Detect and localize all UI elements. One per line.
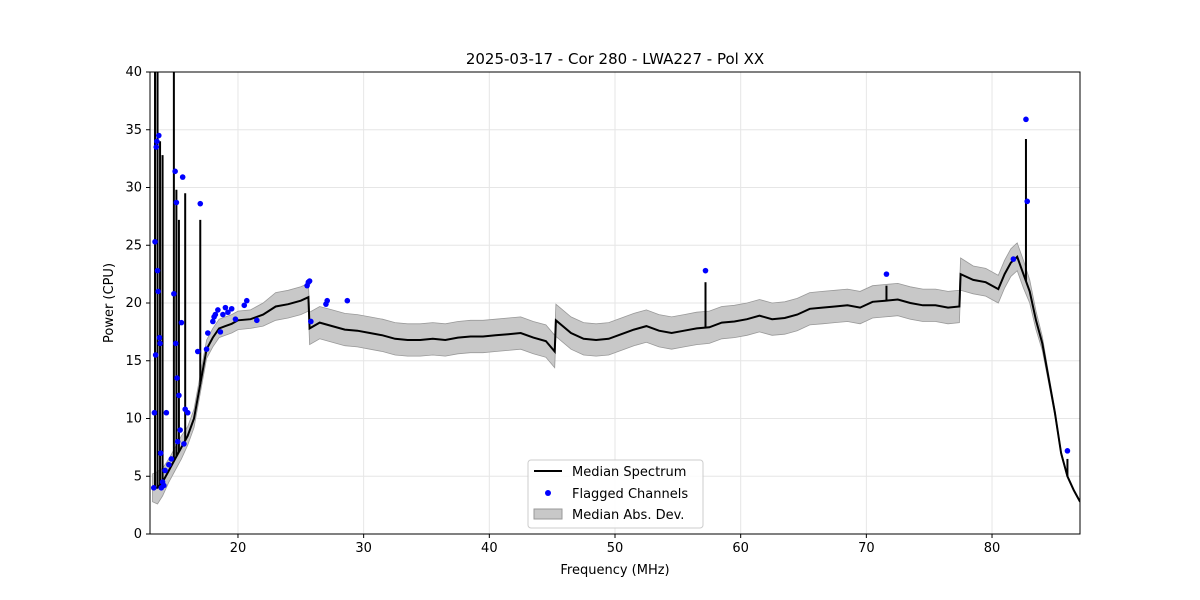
flagged-point (184, 409, 191, 416)
flagged-point (222, 304, 229, 311)
y-tick-label: 35 (125, 123, 142, 138)
flagged-point (883, 271, 890, 277)
x-tick-label: 60 (732, 541, 749, 556)
x-tick-label: 30 (355, 541, 372, 556)
x-tick-label: 80 (984, 541, 1001, 556)
x-ticks: 20 30 40 50 60 70 80 (230, 534, 1001, 556)
flagged-point (1023, 116, 1029, 123)
flagged-point (155, 132, 162, 139)
flagged-point (151, 409, 158, 416)
flagged-point (152, 238, 158, 245)
flagged-point (702, 267, 709, 274)
flagged-point (172, 168, 178, 175)
flagged-point (174, 375, 180, 381)
flagged-point (168, 456, 175, 462)
flagged-point (1024, 198, 1031, 205)
flagged-points (150, 116, 1071, 491)
flagged-point (156, 334, 163, 341)
flagged-point (174, 438, 181, 445)
flagged-point (162, 467, 168, 474)
flagged-point (163, 409, 170, 416)
y-tick-label: 40 (125, 65, 142, 80)
flagged-point (171, 290, 177, 297)
y-tick-label: 5 (134, 469, 142, 484)
y-tick-label: 10 (125, 412, 142, 427)
legend-flagged-swatch (545, 490, 551, 496)
plot-area (150, 72, 1080, 505)
flagged-point (153, 144, 160, 150)
flagged-point (155, 288, 161, 295)
y-axis-label: Power (CPU) (102, 263, 117, 343)
legend-flagged-label: Flagged Channels (572, 487, 688, 502)
flagged-point (212, 311, 219, 318)
flagged-point (150, 485, 157, 491)
flagged-point (210, 318, 216, 325)
flagged-point (154, 267, 161, 274)
legend-mad-label: Median Abs. Dev. (572, 508, 684, 523)
flagged-point (228, 305, 235, 312)
legend-median-label: Median Spectrum (572, 465, 686, 480)
flagged-point (173, 199, 180, 206)
flagged-point (181, 441, 187, 447)
median-spectrum-line (152, 255, 1080, 503)
flagged-point (1064, 448, 1071, 454)
spike-lines (154, 72, 1069, 488)
x-tick-label: 70 (858, 541, 875, 556)
flagged-point (205, 330, 211, 336)
flagged-point (157, 450, 164, 456)
flagged-point (217, 329, 224, 335)
mad-band (152, 242, 1080, 505)
legend-mad-swatch (533, 508, 563, 520)
y-tick-label: 15 (125, 354, 142, 369)
flagged-point (194, 348, 201, 355)
flagged-point (241, 302, 248, 309)
y-tick-label: 20 (125, 296, 142, 311)
x-axis-label: Frequency (MHz) (560, 563, 669, 578)
legend: Median Spectrum Flagged Channels Median … (527, 459, 704, 529)
legend-box (527, 459, 704, 529)
y-ticks: 0 5 10 15 20 25 30 35 40 (125, 65, 150, 542)
flagged-point (178, 319, 185, 326)
chart-title: 2025-03-17 - Cor 280 - LWA227 - Pol XX (466, 50, 764, 68)
flagged-point (157, 340, 163, 347)
flagged-point (220, 311, 226, 318)
flagged-point (215, 307, 221, 313)
x-tick-label: 20 (230, 541, 247, 556)
flagged-point (166, 461, 172, 468)
flagged-point (179, 174, 186, 180)
flagged-point (154, 138, 160, 145)
flagged-point (344, 297, 351, 304)
flagged-point (308, 318, 314, 325)
flagged-point (172, 340, 179, 347)
flagged-point (225, 309, 231, 316)
flagged-point (176, 392, 182, 399)
flagged-point (324, 297, 331, 304)
flagged-point (254, 317, 260, 324)
flagged-point (161, 482, 167, 489)
y-tick-label: 0 (134, 527, 142, 542)
flagged-point (306, 278, 313, 284)
flagged-point (177, 427, 183, 433)
flagged-point (243, 297, 250, 304)
x-tick-label: 40 (481, 541, 498, 556)
y-tick-label: 30 (125, 181, 142, 196)
flagged-point (232, 316, 239, 322)
flagged-point (152, 352, 159, 358)
y-tick-label: 25 (125, 238, 142, 253)
flagged-point (197, 200, 204, 207)
x-tick-label: 50 (607, 541, 624, 556)
flagged-point (203, 346, 210, 353)
flagged-point (1010, 256, 1017, 262)
